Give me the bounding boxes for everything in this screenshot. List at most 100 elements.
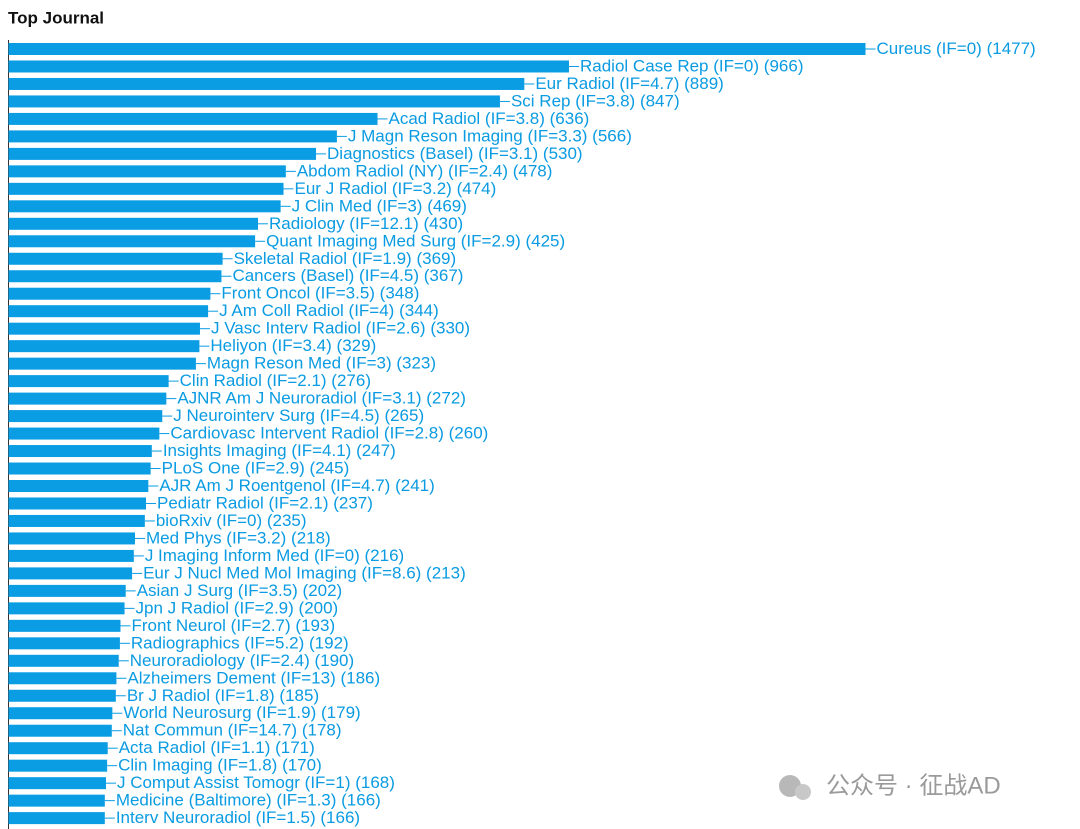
value-label: (530) — [543, 144, 583, 163]
bar-label: Magn Reson Med (IF=3) (323) — [207, 354, 436, 373]
bar-label: Nat Commun (IF=14.7) (178) — [123, 721, 342, 740]
bar — [8, 672, 117, 685]
bar-label: World Neurosurg (IF=1.9) (179) — [123, 704, 360, 723]
journal-name: Eur J Radiol (IF=3.2) — [295, 179, 452, 198]
value-label: (636) — [550, 109, 590, 128]
value-label: (369) — [416, 249, 456, 268]
journal-name: Magn Reson Med (IF=3) — [207, 354, 392, 373]
bar-label: Eur J Nucl Med Mol Imaging (IF=8.6) (213… — [143, 564, 466, 583]
bar — [8, 462, 151, 475]
value-label: (272) — [426, 389, 466, 408]
bar-label: Insights Imaging (IF=4.1) (247) — [163, 442, 396, 461]
bar-label: J Neurointerv Surg (IF=4.5) (265) — [173, 407, 424, 426]
bar-label: Diagnostics (Basel) (IF=3.1) (530) — [327, 144, 583, 163]
journal-name: Quant Imaging Med Surg (IF=2.9) — [266, 232, 521, 251]
journal-name: Radiographics (IF=5.2) — [131, 634, 304, 653]
journal-name: Clin Imaging (IF=1.8) — [118, 756, 277, 775]
value-label: (168) — [355, 774, 395, 793]
bar — [8, 532, 135, 545]
journal-name: AJR Am J Roentgenol (IF=4.7) — [159, 476, 390, 495]
bar-label: Eur Radiol (IF=4.7) (889) — [535, 74, 724, 93]
journal-name: Med Phys (IF=3.2) — [146, 529, 286, 548]
journal-name: J Vasc Interv Radiol (IF=2.6) — [211, 319, 426, 338]
bar-label: J Am Coll Radiol (IF=4) (344) — [219, 302, 439, 321]
bar — [8, 252, 223, 265]
bar — [8, 43, 866, 55]
journal-name: Radiology (IF=12.1) — [269, 214, 419, 233]
bar-label: J Clin Med (IF=3) (469) — [292, 197, 467, 216]
value-label: (847) — [640, 92, 680, 111]
bar — [8, 77, 525, 90]
bar — [8, 514, 145, 527]
journal-name: AJNR Am J Neuroradiol (IF=3.1) — [177, 389, 421, 408]
journal-name: Heliyon (IF=3.4) — [210, 337, 331, 356]
bar — [8, 392, 167, 405]
bar-label: Med Phys (IF=3.2) (218) — [146, 529, 331, 548]
value-label: (425) — [525, 232, 565, 251]
bar-label: Neuroradiology (IF=2.4) (190) — [130, 651, 354, 670]
bar-label: Sci Rep (IF=3.8) (847) — [511, 92, 680, 111]
bar — [8, 60, 570, 73]
bar-label: Medicine (Baltimore) (IF=1.3) (166) — [116, 791, 381, 810]
journal-name: Radiol Case Rep (IF=0) — [580, 57, 759, 76]
value-label: (166) — [341, 791, 381, 810]
bar — [8, 445, 152, 458]
bar — [8, 165, 286, 178]
bar-label: Jpn J Radiol (IF=2.9) (200) — [136, 599, 339, 618]
value-label: (430) — [424, 214, 464, 233]
bar — [8, 637, 120, 650]
bar — [8, 130, 337, 143]
value-label: (170) — [282, 756, 322, 775]
bar-label: bioRxiv (IF=0) (235) — [156, 511, 307, 530]
bar — [8, 410, 163, 423]
bar — [8, 619, 121, 632]
journal-name: Asian J Surg (IF=3.5) — [137, 581, 298, 600]
journal-name: Jpn J Radiol (IF=2.9) — [136, 599, 294, 618]
bar — [8, 497, 147, 510]
value-label: (478) — [513, 162, 553, 181]
value-label: (241) — [395, 476, 435, 495]
bar-label: Acta Radiol (IF=1.1) (171) — [119, 739, 315, 758]
bar — [8, 200, 281, 213]
journal-name: Sci Rep (IF=3.8) — [511, 92, 635, 111]
value-label: (344) — [399, 302, 439, 321]
bar-label: Heliyon (IF=3.4) (329) — [210, 337, 376, 356]
value-label: (245) — [310, 459, 350, 478]
bar — [8, 689, 116, 702]
watermark-text: 公众号 · 征战AD — [826, 772, 1001, 799]
journal-name: bioRxiv (IF=0) — [156, 511, 262, 530]
value-label: (192) — [309, 634, 349, 653]
journal-name: Interv Neuroradiol (IF=1.5) — [116, 809, 316, 828]
bar-label: Quant Imaging Med Surg (IF=2.9) (425) — [266, 232, 565, 251]
journal-name: Acad Radiol (IF=3.8) — [389, 109, 545, 128]
journal-name: Cardiovasc Intervent Radiol (IF=2.8) — [170, 424, 444, 443]
value-label: (889) — [684, 74, 724, 93]
bar-label: J Comput Assist Tomogr (IF=1) (168) — [117, 774, 395, 793]
journal-name: Diagnostics (Basel) (IF=3.1) — [327, 144, 538, 163]
journal-name: World Neurosurg (IF=1.9) — [123, 704, 316, 723]
bar — [8, 759, 108, 772]
journal-name: Insights Imaging (IF=4.1) — [163, 442, 352, 461]
journal-name: Front Neurol (IF=2.7) — [131, 616, 290, 635]
value-label: (178) — [302, 721, 342, 740]
value-label: (166) — [320, 809, 360, 828]
value-label: (323) — [396, 354, 436, 373]
value-label: (213) — [426, 564, 466, 583]
value-label: (171) — [275, 739, 315, 758]
bar — [8, 322, 200, 335]
bar — [8, 777, 106, 790]
value-label: (247) — [356, 442, 396, 461]
value-label: (474) — [457, 179, 497, 198]
bar — [8, 270, 222, 283]
bar-label: Clin Radiol (IF=2.1) (276) — [180, 372, 371, 391]
bar-label: Acad Radiol (IF=3.8) (636) — [389, 109, 590, 128]
bar — [8, 427, 160, 440]
bar-label: J Imaging Inform Med (IF=0) (216) — [145, 546, 404, 565]
journal-name: Front Oncol (IF=3.5) — [221, 284, 375, 303]
value-label: (276) — [331, 372, 371, 391]
value-label: (216) — [365, 546, 405, 565]
value-label: (566) — [592, 127, 632, 146]
journal-name: J Neurointerv Surg (IF=4.5) — [173, 407, 379, 426]
value-label: (1477) — [987, 39, 1036, 58]
value-label: (237) — [333, 494, 373, 513]
